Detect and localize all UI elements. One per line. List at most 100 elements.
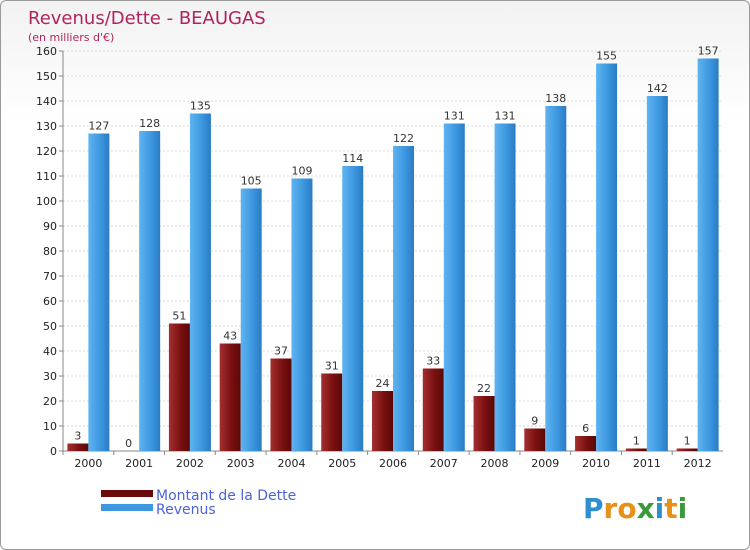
logo-letter: P: [583, 492, 604, 525]
x-tick-label: 2001: [125, 457, 153, 470]
bar-revenus: [139, 131, 161, 451]
bar-revenus: [494, 123, 516, 451]
bar-revenus: [596, 63, 618, 451]
y-tick-label: 90: [43, 220, 57, 233]
data-label-dette: 33: [426, 355, 440, 368]
data-label-revenus: 109: [291, 165, 312, 178]
y-tick-label: 140: [36, 95, 57, 108]
logo-letter: i: [678, 492, 688, 525]
y-tick-labels: 0 10 20 30 40 50 60 70 80 90 100 110 120 130 140 150 160: [36, 45, 63, 458]
bar-revenus: [291, 178, 313, 451]
x-tick-label: 2005: [328, 457, 356, 470]
x-tick-label: 2009: [531, 457, 559, 470]
data-label-revenus: 122: [393, 132, 414, 145]
y-tick-label: 0: [50, 445, 57, 458]
y-tick-label: 160: [36, 45, 57, 58]
bars: [67, 58, 719, 452]
logo-letter: i: [655, 492, 665, 525]
data-label-dette: 51: [172, 310, 186, 323]
bar-dette: [67, 443, 89, 451]
data-label-revenus: 155: [596, 50, 617, 63]
y-tick-label: 50: [43, 320, 57, 333]
y-tick-label: 70: [43, 270, 57, 283]
y-tick-label: 60: [43, 295, 57, 308]
data-label-revenus: 114: [342, 152, 363, 165]
bar-revenus: [342, 166, 364, 451]
bar-dette: [321, 373, 343, 451]
bar-revenus: [646, 96, 668, 451]
bar-dette: [575, 436, 597, 451]
x-tick-label: 2004: [277, 457, 305, 470]
data-label-revenus: 127: [88, 120, 109, 133]
bar-dette: [625, 448, 647, 451]
bar-revenus: [393, 146, 414, 451]
x-tick-label: 2003: [227, 457, 255, 470]
proxiti-logo: Proxiti: [583, 492, 687, 525]
x-tick-label: 2000: [74, 457, 102, 470]
data-label-revenus: 105: [241, 175, 262, 188]
data-label-revenus: 142: [647, 82, 668, 95]
data-label-revenus: 128: [139, 117, 160, 130]
legend-label-dette: Montant de la Dette: [156, 488, 296, 504]
logo-letter: o: [617, 492, 636, 525]
y-tick-label: 110: [36, 170, 57, 183]
legend-swatch-revenus: [101, 504, 153, 511]
data-label-revenus: 131: [495, 110, 516, 123]
bar-revenus: [88, 133, 110, 451]
bar-revenus: [189, 113, 211, 451]
y-tick-label: 120: [36, 145, 57, 158]
data-label-revenus: 131: [444, 110, 465, 123]
bar-dette: [422, 368, 444, 451]
data-label-dette: 37: [274, 345, 288, 358]
data-label-dette: 24: [376, 377, 390, 390]
logo-letter: x: [637, 492, 655, 525]
bar-dette: [219, 343, 241, 451]
bar-dette: [168, 323, 190, 451]
x-tick-label: 2012: [684, 457, 712, 470]
data-label-dette: 43: [223, 330, 237, 343]
logo-letter: t: [664, 492, 677, 525]
data-labels: 3 127 0 128 51 135 43 105 37 109 31 114 24 122 33 131 22…: [74, 45, 718, 451]
bar-dette: [524, 428, 546, 451]
bar-revenus: [545, 106, 567, 451]
bar-revenus: [240, 188, 262, 451]
y-tick-label: 150: [36, 70, 57, 83]
x-tick-label: 2002: [176, 457, 204, 470]
y-tick-label: 130: [36, 120, 57, 133]
x-tick-labels: 2000 2001 2002 2003 2004 2005 2006 2007 2008 2009…: [62, 451, 712, 470]
y-tick-label: 100: [36, 195, 57, 208]
data-label-revenus: 157: [698, 45, 719, 58]
data-label-revenus: 138: [545, 92, 566, 105]
bar-revenus: [443, 123, 465, 451]
y-tick-label: 20: [43, 395, 57, 408]
y-tick-label: 80: [43, 245, 57, 258]
data-label-dette: 22: [477, 382, 491, 395]
y-tick-label: 10: [43, 420, 57, 433]
legend: Montant de la Dette Revenus: [101, 488, 296, 518]
x-tick-label: 2010: [582, 457, 610, 470]
x-tick-label: 2007: [430, 457, 458, 470]
data-label-dette: 0: [125, 437, 132, 450]
chart-unit-label: (en milliers d'€): [28, 31, 114, 44]
data-label-dette: 31: [325, 360, 339, 373]
y-tick-label: 30: [43, 370, 57, 383]
bar-dette: [473, 396, 495, 451]
data-label-dette: 6: [582, 422, 589, 435]
x-tick-label: 2011: [633, 457, 661, 470]
bar-revenus: [697, 58, 719, 451]
legend-label-revenus: Revenus: [156, 502, 216, 518]
x-tick-label: 2006: [379, 457, 407, 470]
x-tick-label: 2008: [481, 457, 509, 470]
y-tick-label: 40: [43, 345, 57, 358]
bar-dette: [676, 448, 698, 451]
data-label-dette: 3: [74, 430, 81, 443]
data-label-dette: 9: [531, 415, 538, 428]
chart-title: Revenus/Dette - BEAUGAS: [28, 8, 266, 29]
bar-dette: [372, 391, 393, 451]
logo-letter: r: [604, 492, 618, 525]
legend-swatch-dette: [101, 490, 153, 497]
bar-dette: [270, 358, 292, 451]
data-label-dette: 1: [684, 435, 691, 448]
